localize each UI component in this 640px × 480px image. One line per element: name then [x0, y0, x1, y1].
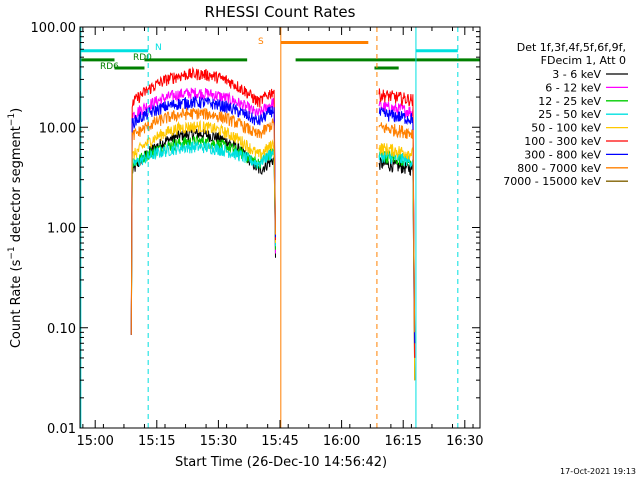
time-markers: [80, 27, 459, 428]
legend-entry-label: 25 - 50 keV: [538, 108, 601, 121]
legend: Det 1f,3f,4f,5f,6f,9f,FDecim 1, Att 03 -…: [503, 41, 628, 188]
y-axis-label-suffix: ): [9, 108, 24, 113]
x-tick-label: 15:45: [261, 434, 298, 449]
series-line-100-300keV: [130, 66, 416, 358]
y-axis-label-sup2: −1: [7, 113, 17, 126]
y-tick-label: 1.00: [47, 222, 76, 237]
legend-entry-label: 7000 - 15000 keV: [503, 175, 601, 188]
y-axis-ticks: 100.00 10.00 1.00 0.10 0.01: [31, 21, 480, 437]
x-tick-label: 16:00: [323, 434, 360, 449]
data-layer: [130, 66, 416, 381]
y-axis-label-sup: −1: [7, 246, 17, 259]
status-label-rd0: RD0: [133, 53, 152, 63]
x-axis-label: Start Time (26-Dec-10 14:56:42): [175, 455, 387, 470]
series-line-50-100keV: [130, 119, 416, 381]
series-line-25-50keV: [130, 141, 416, 335]
y-axis-label: Count Rate (s−1 detector segment−1): [7, 108, 24, 348]
x-tick-label: 15:15: [138, 434, 175, 449]
x-axis-ticks: 15:00 15:15 15:30 15:45 16:00 16:15 16:30: [76, 27, 484, 449]
y-tick-label: 0.01: [47, 422, 76, 437]
y-axis-label-prefix: Count Rate (s: [9, 259, 24, 348]
legend-entry-label: 100 - 300 keV: [524, 135, 601, 148]
series-line-800-7000keV: [130, 107, 416, 335]
footer-timestamp: 17-Oct-2021 19:13: [560, 467, 636, 476]
series-line-300-800keV: [130, 96, 416, 344]
x-tick-label: 15:30: [200, 434, 237, 449]
legend-header-line: Det 1f,3f,4f,5f,6f,9f,: [517, 41, 626, 54]
x-tick-label: 15:00: [76, 434, 113, 449]
y-tick-label: 0.10: [47, 322, 76, 337]
legend-entry-label: 800 - 7000 keV: [517, 162, 601, 175]
series-line-12-25keV: [130, 134, 416, 344]
x-tick-label: 16:30: [446, 434, 483, 449]
y-tick-label: 100.00: [31, 21, 77, 36]
legend-entry-label: 300 - 800 keV: [524, 148, 601, 161]
legend-entry-label: 12 - 25 keV: [538, 95, 601, 108]
status-label-n: N: [155, 43, 162, 53]
y-axis-label-mid: detector segment: [9, 126, 24, 246]
y-tick-label: 10.00: [39, 121, 76, 136]
x-tick-label: 16:15: [384, 434, 421, 449]
legend-entry-label: 50 - 100 keV: [531, 122, 601, 135]
legend-header-line: FDecim 1, Att 0: [541, 54, 626, 67]
legend-entry-label: 3 - 6 keV: [552, 68, 601, 81]
status-label-rd6: RD6: [100, 62, 119, 72]
legend-entry-label: 6 - 12 keV: [545, 81, 601, 94]
chart-title: RHESSI Count Rates: [205, 3, 356, 21]
series-line-3-6keV: [130, 128, 416, 381]
plot-frame: [79, 26, 481, 429]
status-label-s: S: [258, 37, 264, 47]
